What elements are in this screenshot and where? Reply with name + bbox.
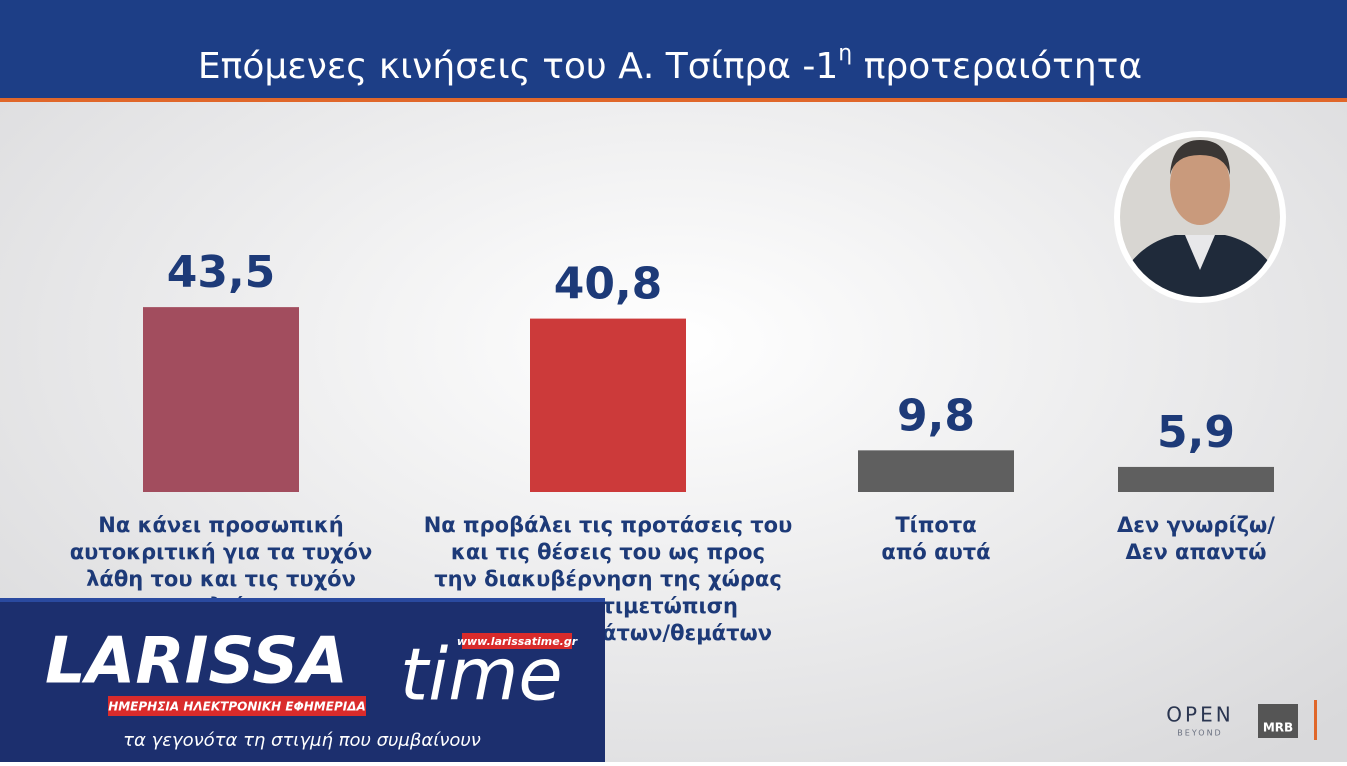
logo-line bbox=[0, 598, 605, 602]
logo: LARISSA time www.larissatime.gr ΗΜΕΡΗΣΙΑ… bbox=[0, 598, 605, 762]
pollster-box bbox=[1258, 704, 1298, 738]
channel: OPEN bbox=[1166, 703, 1233, 727]
category-label: Να προβάλει τις προτάσεις του bbox=[424, 513, 793, 537]
logo-name: LARISSA bbox=[45, 625, 348, 699]
category-label: αυτοκριτική για τα τυχόν bbox=[70, 540, 373, 564]
category-label: Να κάνει προσωπική bbox=[98, 513, 344, 537]
tagline-box bbox=[108, 696, 366, 716]
category-label: από αυτά bbox=[881, 540, 990, 564]
chart-title: Επόμενες κινήσεις του Α. Τσίπρα -1η προτ… bbox=[198, 41, 1142, 87]
logo-tagline: ΗΜΕΡΗΣΙΑ ΗΛΕΚΤΡΟΝΙΚΗ ΕΦΗΜΕΡΙΔΑ bbox=[108, 700, 366, 714]
logo-url: www.larissatime.gr bbox=[457, 635, 578, 648]
logo-box bbox=[0, 598, 605, 762]
url-box bbox=[462, 633, 572, 649]
value-label: 9,8 bbox=[897, 390, 975, 441]
value-label: 5,9 bbox=[1157, 407, 1235, 458]
title-part: προτεραιότητα bbox=[852, 46, 1142, 87]
header-line bbox=[0, 98, 1347, 102]
title-superscript: η bbox=[838, 41, 852, 66]
category-label: λάθη του και τις τυχόν bbox=[86, 567, 356, 591]
title-part: Επόμενες κινήσεις του Α. Τσίπρα -1 bbox=[198, 46, 838, 87]
bar bbox=[530, 318, 686, 492]
bar bbox=[143, 307, 299, 492]
logo-slogan: τα γεγονότα τη στιγμή που συμβαίνουν bbox=[123, 730, 481, 751]
value-label: 40,8 bbox=[554, 259, 663, 310]
portrait bbox=[1114, 131, 1286, 303]
channel-sub: BEYOND bbox=[1177, 729, 1222, 738]
category-label: και τις θέσεις του ως προς bbox=[451, 540, 765, 564]
brand-line bbox=[1314, 700, 1317, 740]
category-label: την διακυβέρνηση της χώρας bbox=[434, 567, 782, 591]
value-label: 43,5 bbox=[167, 247, 276, 298]
category-label: Τίποτα bbox=[895, 513, 976, 537]
category-label: Δεν γνωρίζω/ bbox=[1117, 513, 1275, 537]
pollster: MRB bbox=[1263, 721, 1293, 735]
header-bar bbox=[0, 0, 1347, 98]
bar bbox=[1118, 466, 1274, 492]
bar bbox=[858, 450, 1014, 492]
category-label: Δεν απαντώ bbox=[1126, 540, 1267, 564]
